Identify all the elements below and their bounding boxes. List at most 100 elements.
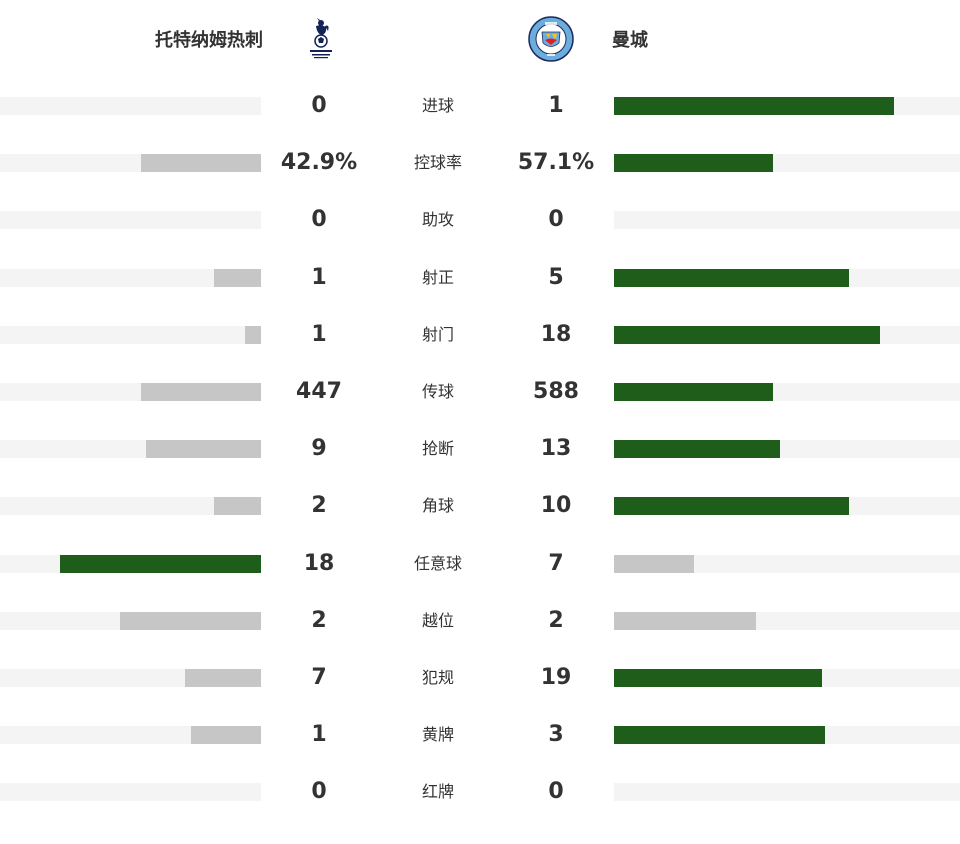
home-stat-bar (141, 383, 261, 401)
home-stat-bar (146, 440, 261, 458)
stat-label: 红牌 (421, 782, 454, 801)
home-stat-value: 0 (311, 207, 327, 232)
away-stat-track (614, 269, 960, 287)
home-stat-value: 0 (311, 779, 327, 804)
stat-label: 射正 (421, 268, 454, 287)
home-stat-value: 447 (296, 379, 342, 404)
stat-label: 黄牌 (421, 725, 454, 744)
home-team-name[interactable]: 托特纳姆热刺 (155, 30, 263, 51)
away-stat-track (614, 97, 960, 115)
home-stat-value: 2 (311, 608, 327, 633)
away-stat-value: 7 (548, 551, 564, 576)
home-stat-track (0, 440, 261, 458)
home-stat-bar (120, 612, 261, 630)
home-stat-track (0, 669, 261, 687)
home-stat-bar (185, 669, 261, 687)
home-stat-track (0, 154, 261, 172)
away-stat-bar (614, 555, 694, 573)
home-stat-bar (141, 154, 261, 172)
away-stat-bar (614, 669, 822, 687)
home-stat-bar (245, 326, 261, 344)
away-stat-track (614, 211, 960, 229)
away-stat-bar (614, 726, 825, 744)
home-stat-track (0, 726, 261, 744)
match-header: 托特纳姆热刺 曼城 (0, 0, 960, 80)
stat-row: 42.9% 控球率 57.1% (0, 145, 960, 181)
away-stat-track (614, 612, 960, 630)
stat-label: 传球 (421, 382, 454, 401)
away-stat-track (614, 555, 960, 573)
home-stat-value: 0 (311, 93, 327, 118)
manchester-city-crest-icon[interactable] (528, 16, 574, 62)
away-stat-bar (614, 497, 849, 515)
away-stat-track (614, 383, 960, 401)
away-stat-track (614, 783, 960, 801)
home-stat-value: 2 (311, 493, 327, 518)
stat-label: 抢断 (421, 439, 454, 458)
away-stat-bar (614, 269, 849, 287)
home-stat-bar (191, 726, 261, 744)
stat-row: 0 进球 1 (0, 88, 960, 124)
home-stat-value: 7 (311, 665, 327, 690)
stat-row: 2 角球 10 (0, 488, 960, 524)
stat-row: 2 越位 2 (0, 603, 960, 639)
away-stat-value: 588 (533, 379, 579, 404)
home-stat-value: 9 (311, 436, 327, 461)
stat-label: 越位 (421, 611, 454, 630)
home-stat-value: 1 (311, 265, 327, 290)
tottenham-crest-icon[interactable] (298, 16, 344, 62)
away-stat-value: 10 (540, 493, 572, 518)
stat-row: 18 任意球 7 (0, 546, 960, 582)
stat-row: 0 助攻 0 (0, 202, 960, 238)
away-stat-bar (614, 326, 880, 344)
away-stat-value: 1 (548, 93, 564, 118)
stat-row: 0 红牌 0 (0, 774, 960, 810)
away-stat-value: 5 (548, 265, 564, 290)
home-stat-track (0, 555, 261, 573)
away-stat-bar (614, 612, 756, 630)
stat-label: 控球率 (413, 153, 462, 172)
home-stat-value: 1 (311, 722, 327, 747)
home-stat-track (0, 97, 261, 115)
away-stat-value: 0 (548, 207, 564, 232)
away-stat-bar (614, 440, 780, 458)
home-stat-track (0, 269, 261, 287)
home-stat-track (0, 211, 261, 229)
stat-row: 1 黄牌 3 (0, 717, 960, 753)
away-stat-track (614, 154, 960, 172)
stat-row: 7 犯规 19 (0, 660, 960, 696)
home-stat-value: 42.9% (280, 150, 358, 175)
away-stat-track (614, 326, 960, 344)
stat-label: 角球 (421, 496, 454, 515)
home-stat-track (0, 383, 261, 401)
home-stat-track (0, 783, 261, 801)
away-stat-bar (614, 383, 773, 401)
away-stat-value: 0 (548, 779, 564, 804)
stat-row: 1 射门 18 (0, 317, 960, 353)
away-stat-value: 18 (540, 322, 572, 347)
stat-label: 射门 (421, 325, 454, 344)
stat-row: 1 射正 5 (0, 260, 960, 296)
away-stat-value: 3 (548, 722, 564, 747)
stat-label: 任意球 (413, 554, 462, 573)
away-stat-track (614, 497, 960, 515)
stat-row: 447 传球 588 (0, 374, 960, 410)
away-team-name[interactable]: 曼城 (612, 30, 648, 51)
home-stat-track (0, 326, 261, 344)
away-stat-value: 13 (540, 436, 572, 461)
away-stat-value: 2 (548, 608, 564, 633)
stat-label: 进球 (421, 96, 454, 115)
home-stat-value: 18 (303, 551, 335, 576)
home-stat-bar (60, 555, 261, 573)
away-stat-value: 57.1% (517, 150, 595, 175)
home-stat-bar (214, 497, 261, 515)
away-stat-track (614, 440, 960, 458)
away-stat-bar (614, 97, 894, 115)
away-stat-bar (614, 154, 773, 172)
stat-label: 犯规 (421, 668, 454, 687)
stat-row: 9 抢断 13 (0, 431, 960, 467)
away-stat-track (614, 669, 960, 687)
home-stat-value: 1 (311, 322, 327, 347)
home-stat-track (0, 497, 261, 515)
home-stat-track (0, 612, 261, 630)
